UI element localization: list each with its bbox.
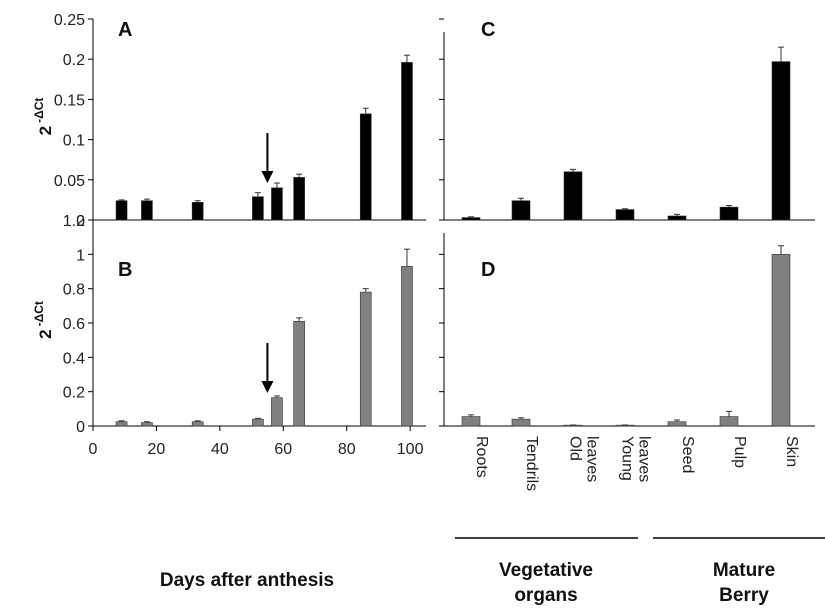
x-tick-label: 40 xyxy=(211,441,229,458)
bar xyxy=(667,421,687,427)
y-tick-label: 0.2 xyxy=(63,385,85,402)
bar xyxy=(667,215,687,221)
tissue-label: Young leaves xyxy=(619,436,653,482)
tissue-label: Tendrils xyxy=(523,436,540,491)
x-tick-label: 60 xyxy=(274,441,292,458)
tissue-label-line: Old xyxy=(567,436,584,461)
x-tick-label: 80 xyxy=(338,441,356,458)
bar xyxy=(771,61,791,221)
y-tick-label: 0.6 xyxy=(63,316,85,333)
bar xyxy=(141,200,153,221)
tissue-label-line: Skin xyxy=(783,436,800,467)
y-axis-label-base: 2 xyxy=(36,329,55,338)
bar xyxy=(252,196,264,221)
bar xyxy=(771,254,791,427)
y-tick-label: 0.15 xyxy=(54,92,85,109)
y-axis-label: 2 -ΔCt xyxy=(32,98,55,136)
bar xyxy=(141,422,153,427)
bar xyxy=(461,217,481,221)
bar xyxy=(511,418,531,427)
bar xyxy=(719,416,739,427)
y-tick-label: 0.8 xyxy=(63,282,85,299)
y-tick-label: 1.2 xyxy=(63,213,85,230)
tissue-label: Pulp xyxy=(731,436,748,468)
bar xyxy=(252,418,264,427)
bar xyxy=(401,62,413,221)
tissue-label-line: leaves xyxy=(584,436,601,482)
tissue-label: Old leaves xyxy=(567,436,601,482)
tissue-label-line: leaves xyxy=(636,436,653,482)
tissue-label-line: Pulp xyxy=(731,436,748,468)
bar xyxy=(293,177,305,221)
bar xyxy=(461,416,481,427)
y-tick-label: 0.2 xyxy=(63,52,85,69)
y-tick-label: 0.05 xyxy=(54,173,85,190)
group-label: Vegetative xyxy=(499,560,593,581)
x-tick-label: 0 xyxy=(89,441,98,458)
y-tick-label: 0.25 xyxy=(54,12,85,29)
tissue-label-line: Young xyxy=(619,436,636,481)
bar xyxy=(511,200,531,221)
y-tick-label: 1 xyxy=(76,247,85,264)
group-label: Mature xyxy=(713,560,775,581)
bar xyxy=(115,421,128,427)
x-tick-label: 20 xyxy=(148,441,166,458)
bar xyxy=(191,202,204,221)
tissue-label-line: Tendrils xyxy=(523,436,540,491)
panel-letter: A xyxy=(118,19,132,41)
tissue-label-line: Seed xyxy=(679,436,696,473)
panel-D: D xyxy=(439,219,815,427)
bar xyxy=(115,200,128,221)
arrow-head xyxy=(261,381,274,393)
y-tick-label: 0 xyxy=(76,419,85,436)
bar xyxy=(191,421,204,427)
y-axis-label-base: 2 xyxy=(36,126,55,135)
bar xyxy=(563,171,583,221)
tissue-label: Seed xyxy=(679,436,696,473)
group-label: organs xyxy=(514,585,577,606)
bar xyxy=(615,209,635,221)
panel-letter: D xyxy=(481,259,495,281)
bar xyxy=(271,187,283,221)
panel-C: C xyxy=(439,18,815,221)
y-tick-label: 0.4 xyxy=(63,350,85,367)
x-tick-label: 100 xyxy=(397,441,424,458)
bar xyxy=(359,113,372,221)
panel-letter: C xyxy=(481,19,495,41)
x-axis-title: Days after anthesis xyxy=(160,570,334,591)
y-axis-label-exponent: -ΔCt xyxy=(32,301,46,326)
bar xyxy=(719,206,739,221)
tissue-label-line: Roots xyxy=(473,436,490,478)
y-axis-label: 2 -ΔCt xyxy=(32,301,55,339)
bar xyxy=(271,397,283,427)
panel-A: 0 0.05 0.1 0.15 0.2 0.25 A 2 -ΔCt xyxy=(32,12,426,230)
panel-letter: B xyxy=(118,259,132,281)
y-tick-label: 0 xyxy=(76,213,85,230)
bar xyxy=(401,266,413,427)
tissue-label: Roots xyxy=(473,436,490,478)
arrow-head xyxy=(261,171,274,183)
group-label: Berry xyxy=(719,585,769,606)
tissue-label: Skin xyxy=(783,436,800,467)
y-axis-label-exponent: -ΔCt xyxy=(32,98,46,123)
bar xyxy=(359,291,372,427)
bar xyxy=(293,320,305,427)
y-tick-label: 0.1 xyxy=(63,133,85,150)
